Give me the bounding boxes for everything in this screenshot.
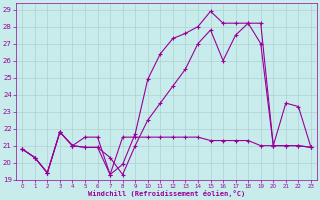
X-axis label: Windchill (Refroidissement éolien,°C): Windchill (Refroidissement éolien,°C) [88,190,245,197]
